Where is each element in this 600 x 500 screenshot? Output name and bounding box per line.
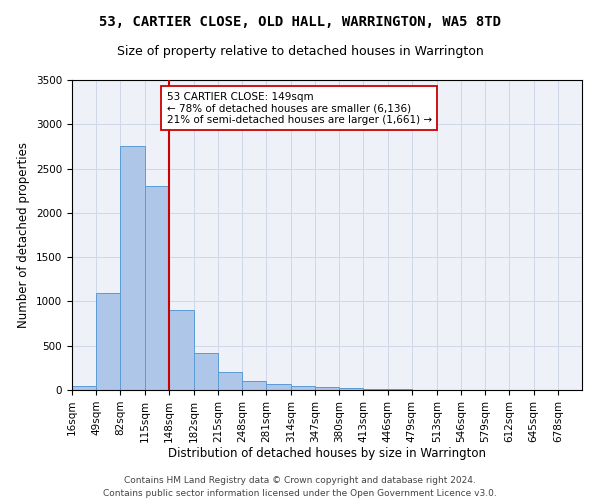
Bar <box>364 389 388 390</box>
Text: 53, CARTIER CLOSE, OLD HALL, WARRINGTON, WA5 8TD: 53, CARTIER CLOSE, OLD HALL, WARRINGTON,… <box>99 15 501 29</box>
Bar <box>96 292 121 390</box>
Text: Size of property relative to detached houses in Warrington: Size of property relative to detached ho… <box>116 45 484 58</box>
Bar <box>242 381 266 390</box>
Bar <box>266 384 290 390</box>
Bar <box>121 146 145 390</box>
Bar <box>194 353 218 390</box>
Bar <box>339 388 364 390</box>
Bar <box>169 310 194 390</box>
Bar <box>218 372 242 390</box>
Text: 53 CARTIER CLOSE: 149sqm
← 78% of detached houses are smaller (6,136)
21% of sem: 53 CARTIER CLOSE: 149sqm ← 78% of detach… <box>167 92 432 124</box>
Bar <box>145 186 169 390</box>
Y-axis label: Number of detached properties: Number of detached properties <box>17 142 31 328</box>
Bar <box>315 388 339 390</box>
Text: Contains HM Land Registry data © Crown copyright and database right 2024.
Contai: Contains HM Land Registry data © Crown c… <box>103 476 497 498</box>
Bar <box>290 386 315 390</box>
Bar <box>72 386 96 390</box>
X-axis label: Distribution of detached houses by size in Warrington: Distribution of detached houses by size … <box>168 448 486 460</box>
